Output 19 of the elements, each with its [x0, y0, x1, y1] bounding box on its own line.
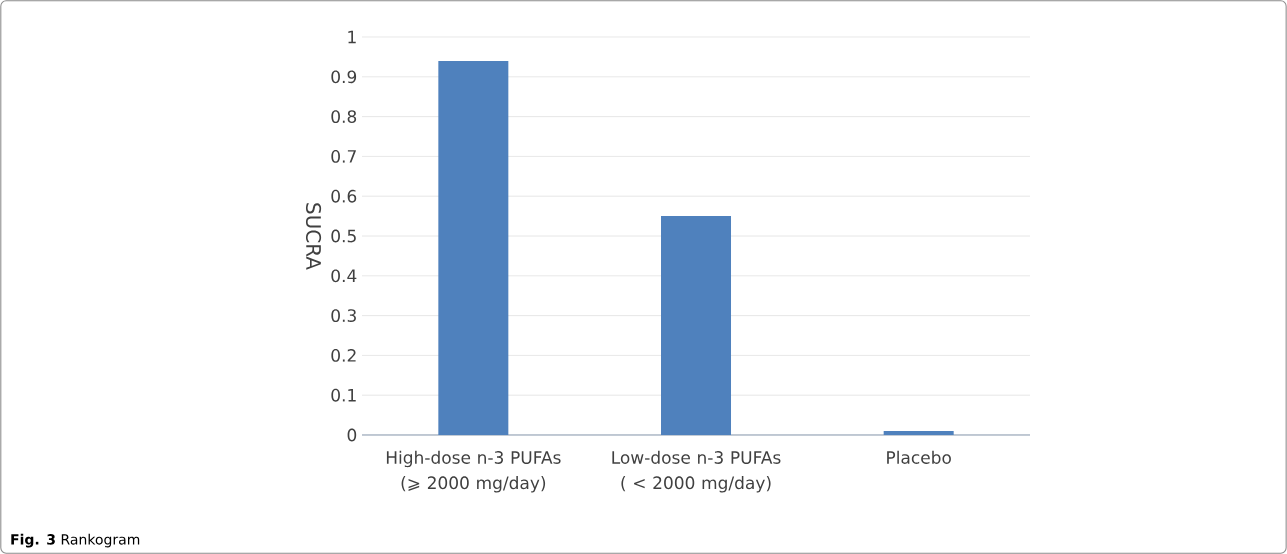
bar [438, 60, 509, 435]
y-tick-label: 1 [348, 30, 356, 44]
y-tick-label: 0.2 [331, 348, 356, 362]
text: Fig. 3 Rankogram [11, 533, 140, 548]
y-tick-label: 0.9 [331, 70, 357, 84]
y-axis-title: SUCRA [305, 203, 322, 270]
y-tick-label: 0 [347, 428, 357, 442]
y-tick-label: 0.5 [331, 229, 356, 243]
bar [661, 216, 732, 435]
bar [883, 431, 954, 435]
y-tick-label: 0.7 [331, 149, 356, 163]
y-tick-label: 0.1 [331, 388, 356, 402]
y-tick-label: 0.3 [331, 309, 356, 323]
x-tick-label: High-dose n-3 PUFAs (⩾ 2000 mg/day) [386, 450, 561, 493]
y-tick-label: 0.8 [331, 110, 357, 124]
x-tick-label: Placebo [887, 450, 951, 464]
y-tick-label: 0.4 [331, 269, 357, 283]
x-tick-label: Low-dose n-3 PUFAs ( < 2000 mg/day) [612, 450, 781, 493]
y-tick-label: 0.6 [331, 189, 357, 203]
